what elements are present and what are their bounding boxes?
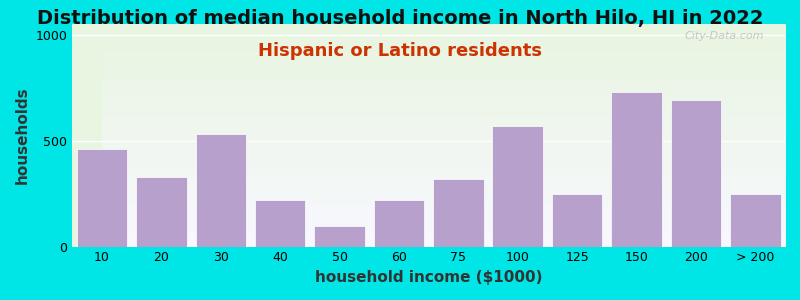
Bar: [195, 134, 246, 247]
Bar: [314, 226, 365, 247]
Bar: [552, 194, 602, 247]
Bar: [730, 194, 781, 247]
Bar: [374, 200, 424, 247]
Bar: [611, 92, 662, 247]
Bar: [77, 149, 127, 247]
Bar: [136, 177, 186, 247]
X-axis label: household income ($1000): household income ($1000): [315, 270, 542, 285]
Bar: [493, 126, 543, 247]
Bar: [670, 100, 721, 247]
Bar: [255, 200, 306, 247]
Text: City-Data.com: City-Data.com: [684, 31, 764, 41]
Text: Distribution of median household income in North Hilo, HI in 2022: Distribution of median household income …: [37, 9, 763, 28]
Bar: [433, 179, 483, 247]
Y-axis label: households: households: [15, 86, 30, 184]
Text: Hispanic or Latino residents: Hispanic or Latino residents: [258, 42, 542, 60]
